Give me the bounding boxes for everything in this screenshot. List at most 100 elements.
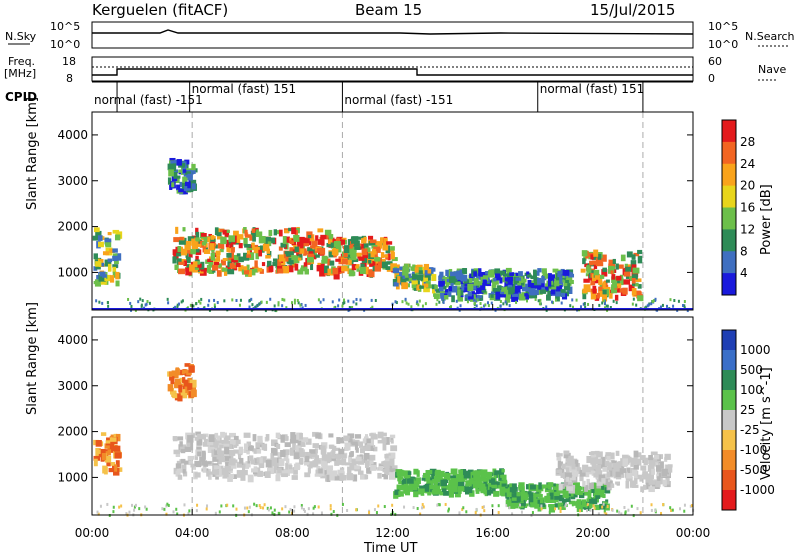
velocity-cell [606, 455, 611, 461]
velocity-cell [248, 445, 253, 451]
velocity-cell [559, 506, 562, 510]
power-cell [464, 294, 471, 301]
power-cell [527, 279, 532, 284]
power-cell [425, 281, 431, 285]
power-cell [289, 240, 295, 244]
power-cell [475, 295, 483, 300]
power-cell [479, 298, 482, 302]
velocity-cell [109, 437, 117, 442]
velocity-cell [299, 432, 303, 440]
velocity-cell [104, 451, 111, 456]
velocity-cell [606, 505, 609, 509]
power-cell [282, 236, 287, 244]
power-cell [631, 287, 637, 296]
velocity-ylabel: Slant Range [km] [25, 302, 40, 415]
power-cell [191, 183, 196, 190]
power-cell [303, 237, 310, 244]
power-cell [495, 272, 501, 281]
power-cell [492, 282, 497, 288]
power-cell [315, 235, 319, 241]
y-tick-label: 3000 [57, 174, 88, 188]
power-cell [180, 300, 183, 304]
velocity-cell [290, 432, 296, 440]
power-cell [172, 249, 178, 256]
power-cell [99, 271, 106, 277]
velocity-cell [394, 489, 400, 495]
power-cell [515, 285, 521, 293]
power-cell [552, 268, 559, 273]
power-colorbar-frame [721, 119, 737, 296]
velocity-cell [611, 508, 614, 512]
velocity-cell [438, 503, 441, 507]
power-colorbar-swatch [722, 229, 736, 252]
velocity-cell [236, 470, 244, 478]
power-cell [592, 285, 597, 294]
velocity-cell [390, 439, 394, 444]
power-cell [210, 235, 215, 240]
power-cell [374, 257, 381, 262]
power-cell [359, 298, 362, 302]
velocity-cell [528, 495, 534, 503]
velocity-cell [312, 506, 315, 510]
velocity-cell [611, 462, 617, 468]
power-cell [583, 302, 586, 306]
velocity-cell [406, 485, 412, 492]
velocity-cell [243, 443, 249, 451]
velocity-cell [601, 482, 606, 486]
velocity-cell [263, 503, 266, 507]
velocity-cell [518, 482, 525, 487]
power-cell [207, 258, 214, 262]
velocity-cell [256, 457, 262, 463]
velocity-cell [255, 442, 260, 448]
power-cell [531, 280, 536, 284]
velocity-cell [564, 504, 567, 508]
velocity-cell [252, 471, 259, 475]
velocity-cell [647, 465, 655, 472]
power-cell [307, 247, 313, 252]
power-cell [200, 232, 207, 237]
velocity-cell [259, 505, 262, 509]
power-cell [606, 304, 609, 308]
velocity-cell [98, 453, 104, 457]
velocity-cell [284, 505, 287, 509]
noise-sky-line [92, 29, 694, 35]
power-cell [418, 270, 423, 274]
velocity-cell [651, 481, 658, 489]
velocity-cell [679, 507, 682, 511]
velocity-cell [245, 461, 251, 468]
power-cell [504, 280, 510, 289]
velocity-cell [448, 484, 452, 490]
velocity-cell [457, 484, 465, 492]
power-cell [515, 277, 522, 281]
velocity-cell [575, 500, 581, 508]
power-cell [364, 247, 371, 253]
power-cell [329, 260, 335, 266]
power-cell [191, 269, 198, 273]
power-cell [393, 282, 399, 287]
power-cell [361, 238, 367, 244]
velocity-cell [453, 484, 458, 493]
velocity-cell [413, 468, 419, 475]
velocity-cell [285, 462, 289, 470]
power-cell [372, 260, 376, 265]
velocity-cell [229, 443, 233, 450]
velocity-cell [605, 499, 609, 503]
velocity-cell [561, 502, 564, 506]
velocity-cell [650, 508, 653, 512]
power-cell [511, 293, 519, 297]
velocity-cell [111, 447, 117, 453]
power-cell [554, 298, 557, 302]
velocity-cell [357, 470, 364, 475]
power-cell [184, 243, 191, 252]
velocity-cell [657, 462, 662, 467]
power-cell [602, 267, 607, 272]
power-cell [449, 276, 456, 284]
velocity-cell [93, 455, 101, 461]
power-cell [223, 268, 228, 276]
power-cell [460, 283, 466, 287]
power-cell [358, 256, 365, 261]
velocity-cell [194, 472, 201, 478]
power-cell [321, 259, 328, 264]
power-cell [276, 230, 281, 235]
power-cell [601, 269, 608, 277]
